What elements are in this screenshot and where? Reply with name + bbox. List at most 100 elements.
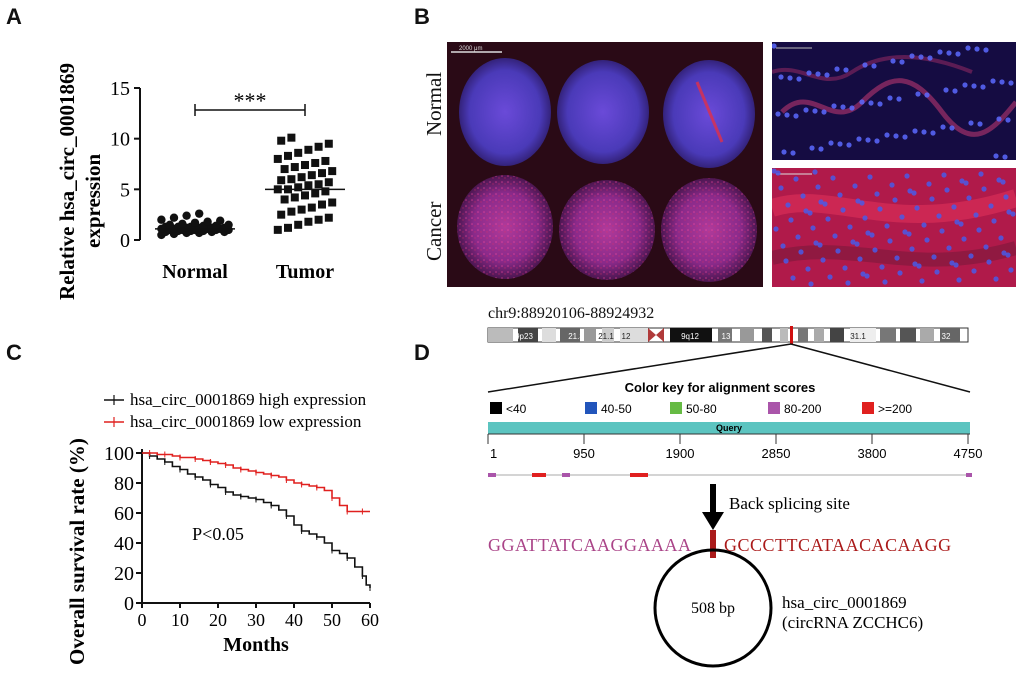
nucleus <box>815 71 821 77</box>
nucleus <box>854 241 860 247</box>
nucleus <box>778 74 784 80</box>
nucleus <box>795 234 801 240</box>
nucleus <box>850 239 856 245</box>
nucleus <box>843 67 849 73</box>
panel-a-ylabel-line1: Relative hsa_circ_0001869 <box>55 63 79 300</box>
query-bar <box>488 422 970 434</box>
panel-c-xtick-label: 20 <box>209 610 227 630</box>
nucleus <box>865 137 871 143</box>
nucleus <box>939 228 945 234</box>
nucleus <box>837 141 843 147</box>
nucleus <box>941 172 947 178</box>
tumor-point <box>304 145 313 154</box>
query-tick-label: 1 <box>490 446 497 461</box>
nucleus <box>930 130 936 136</box>
normal-point <box>178 219 187 228</box>
tumor-point <box>297 205 306 214</box>
tumor-point <box>280 165 289 174</box>
nucleus <box>821 109 827 115</box>
locus-marker <box>790 326 793 344</box>
nucleus <box>959 178 965 184</box>
tissue-microarray-graphic: 2000 μm <box>447 42 763 287</box>
normal-point <box>165 220 174 229</box>
nucleus <box>1010 211 1016 217</box>
nucleus <box>877 206 883 212</box>
sequence-right: GCCCTTCATAACACAAGG <box>724 535 952 555</box>
panel-c-survival-chart: 0 20 40 60 80 100 0 10 20 30 40 50 60 Months Overall s… <box>65 390 379 665</box>
nucleus <box>940 124 946 130</box>
nucleus <box>813 240 819 246</box>
nucleus <box>887 238 893 244</box>
nucleus <box>980 84 986 90</box>
tumor-point <box>311 158 320 167</box>
tumor-point <box>314 142 323 151</box>
tumor-point <box>307 203 316 212</box>
tumor-point <box>324 178 333 187</box>
tumor-point <box>277 210 286 219</box>
query-tick-label: 950 <box>573 446 595 461</box>
nucleus <box>991 218 997 224</box>
nucleus <box>915 91 921 97</box>
panel-c-xtick-label: 60 <box>361 610 379 630</box>
nucleus <box>990 78 996 84</box>
chromosome-band-label: 12 <box>622 332 631 341</box>
nucleus <box>775 111 781 117</box>
query-tick-label: 2850 <box>762 446 791 461</box>
nucleus <box>1003 194 1009 200</box>
nucleus <box>884 223 890 229</box>
nucleus <box>909 53 915 59</box>
nucleus <box>790 150 796 156</box>
key-label: >=200 <box>878 402 912 416</box>
nucleus <box>787 75 793 81</box>
nucleus <box>971 268 977 274</box>
tumor-point <box>304 217 313 226</box>
nucleus <box>978 171 984 177</box>
nucleus <box>894 255 900 261</box>
nucleus <box>810 225 816 231</box>
chromosome-ideogram: 9p23 21.3 21.1 12 9q12 13 31.1 32 <box>487 326 969 344</box>
nucleus <box>783 258 789 264</box>
nucleus <box>924 237 930 243</box>
nucleus <box>1008 267 1014 273</box>
normal-point <box>169 213 179 222</box>
nucleus <box>793 113 799 119</box>
panel-c-ytick-label: 60 <box>114 503 134 525</box>
legend-label: hsa_circ_0001869 low expression <box>130 412 362 431</box>
tumor-point <box>321 156 330 165</box>
panel-a-ytick-label: 15 <box>110 78 130 100</box>
circrna-alias: (circRNA ZCCHC6) <box>782 613 923 632</box>
nucleus <box>954 219 960 225</box>
tumor-point <box>287 175 296 184</box>
key-swatch <box>490 402 502 414</box>
nucleus <box>865 230 871 236</box>
nucleus <box>976 227 982 233</box>
nucleus <box>937 49 943 55</box>
nucleus <box>899 59 905 65</box>
nucleus <box>912 261 918 267</box>
nucleus <box>998 235 1004 241</box>
nucleus <box>778 185 784 191</box>
nucleus <box>785 202 791 208</box>
nucleus <box>781 149 787 155</box>
high-expression-curve <box>142 452 371 588</box>
nucleus <box>914 205 920 211</box>
nucleus <box>893 133 899 139</box>
nucleus <box>842 265 848 271</box>
nucleus <box>772 168 777 174</box>
nucleus <box>775 170 781 176</box>
nucleus <box>981 186 987 192</box>
tumor-point <box>277 136 286 145</box>
tumor-point <box>328 198 337 207</box>
tumor-point <box>294 148 303 157</box>
nucleus <box>855 198 861 204</box>
panel-a-category-label: Tumor <box>276 261 334 283</box>
nucleus <box>840 207 846 213</box>
chromosome-band-label: 32 <box>942 332 951 341</box>
nucleus <box>790 275 796 281</box>
normal-point <box>182 211 191 220</box>
nucleus <box>931 254 937 260</box>
panel-c-ytick-label: 0 <box>124 593 134 615</box>
nucleus <box>862 215 868 221</box>
nucleus <box>955 51 961 57</box>
nucleus <box>1000 179 1006 185</box>
